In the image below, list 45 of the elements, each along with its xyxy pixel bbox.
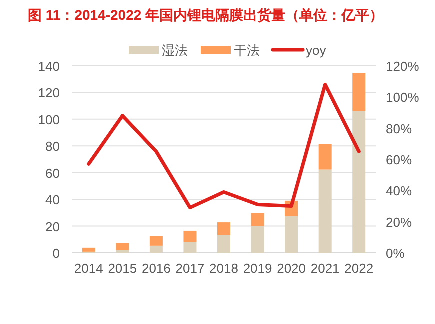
legend-label: 湿法 bbox=[162, 43, 188, 58]
bar bbox=[116, 243, 130, 250]
legend-label: 干法 bbox=[234, 43, 260, 58]
y2-tick-label: 20% bbox=[386, 214, 412, 230]
legend-label: yoy bbox=[306, 43, 327, 58]
line-series bbox=[87, 82, 361, 210]
y-tick-label: 80 bbox=[46, 139, 60, 154]
y-tick-label: 120 bbox=[38, 86, 60, 101]
x-tick-label: 2017 bbox=[176, 261, 205, 276]
x-tick-label: 2018 bbox=[210, 261, 238, 276]
y-tick-label: 140 bbox=[38, 59, 60, 74]
bar bbox=[184, 242, 197, 253]
bar bbox=[318, 170, 332, 253]
y2-tick-label: 40% bbox=[386, 184, 412, 199]
x-tick-label: 2021 bbox=[310, 261, 340, 276]
bar bbox=[218, 235, 230, 253]
y2-tick-label: 60% bbox=[386, 152, 412, 168]
x-tick-label: 2019 bbox=[243, 261, 272, 276]
bar bbox=[82, 248, 96, 252]
bar bbox=[218, 222, 230, 236]
y-tick-label: 60 bbox=[46, 166, 60, 181]
chart-title: 图 11：2014-2022 年国内锂电隔膜出货量（单位：亿平） bbox=[28, 7, 384, 23]
x-tick-label: 2016 bbox=[142, 261, 171, 276]
x-tick-label: 2020 bbox=[277, 261, 306, 276]
x-tick-label: 2022 bbox=[344, 261, 374, 276]
bar bbox=[352, 111, 366, 253]
y-tick-label: 0 bbox=[52, 246, 60, 261]
bar bbox=[318, 144, 332, 170]
y2-tick-label: 120% bbox=[386, 59, 420, 74]
y2-tick-label: 80% bbox=[386, 121, 412, 136]
bar bbox=[251, 213, 264, 226]
x-tick-label: 2015 bbox=[108, 261, 138, 276]
x-tick-label: 2014 bbox=[74, 261, 104, 276]
y2-tick-label: 100% bbox=[386, 90, 420, 106]
bar bbox=[285, 216, 298, 253]
bar bbox=[352, 73, 366, 112]
bar bbox=[184, 230, 197, 242]
y-tick-label: 20 bbox=[46, 219, 60, 234]
y-tick-label: 40 bbox=[46, 192, 60, 208]
bar bbox=[251, 226, 264, 253]
bar bbox=[150, 246, 163, 253]
bar bbox=[116, 250, 130, 253]
y-tick-label: 100 bbox=[38, 112, 60, 128]
y2-tick-label: 0% bbox=[386, 246, 406, 261]
bar bbox=[150, 236, 163, 246]
